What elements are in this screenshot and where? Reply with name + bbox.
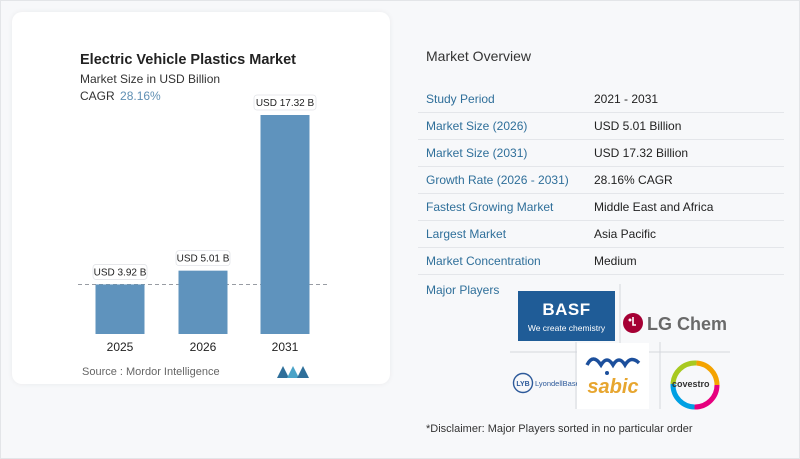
overview-value: USD 17.32 Billion <box>594 146 689 160</box>
overview-label: Market Concentration <box>426 254 541 268</box>
overview-title: Market Overview <box>426 48 532 64</box>
overview-row: Study Period 2021 - 2031 <box>418 86 784 113</box>
covestro-logo-text: covestro <box>672 379 710 389</box>
data-label: USD 5.01 B <box>177 254 230 265</box>
lg-chem-logo-text: LG Chem <box>647 314 728 334</box>
sabic-logo: sabic <box>577 343 649 409</box>
data-label: USD 17.32 B <box>256 98 315 109</box>
covestro-logo-icon <box>670 360 720 410</box>
svg-text:LYB: LYB <box>516 381 529 388</box>
overview-label: Market Size (2026) <box>426 119 528 133</box>
data-label-box <box>175 250 231 267</box>
disclaimer-text: *Disclaimer: Major Players sorted in no … <box>426 423 693 435</box>
overview-value: 28.16% CAGR <box>594 173 673 187</box>
overview-row: Fastest Growing Market Middle East and A… <box>418 194 784 221</box>
overview-row: Market Size (2031) USD 17.32 Billion <box>418 140 784 167</box>
overview-label: Study Period <box>426 92 495 106</box>
x-tick-label: 2025 <box>107 340 134 354</box>
overview-value: 2021 - 2031 <box>594 92 659 106</box>
major-players-label: Major Players <box>426 283 500 297</box>
chart-title: Electric Vehicle Plastics Market <box>80 52 297 68</box>
x-tick-label: 2026 <box>190 340 217 354</box>
chart-subtitle: Market Size in USD Billion <box>80 72 221 86</box>
cagr-label: CAGR <box>80 89 115 103</box>
overview-label: Largest Market <box>426 227 507 241</box>
overview-row: Growth Rate (2026 - 2031) 28.16% CAGR <box>418 167 784 194</box>
mordor-logo-icon <box>277 366 309 378</box>
lyondellbasell-logo-icon: LYB <box>512 372 534 394</box>
cagr-value: 28.16% <box>120 89 161 103</box>
lg-logo-icon <box>623 313 643 333</box>
bar <box>178 270 228 334</box>
data-label: USD 3.92 B <box>94 267 147 278</box>
cagr-line: CAGR 28.16% <box>80 89 161 103</box>
overview-label: Fastest Growing Market <box>426 200 554 214</box>
overview-label: Market Size (2031) <box>426 146 528 160</box>
bar-chart: USD 3.92 B 2025 USD 5.01 B 2026 USD 17.32 B 2… <box>78 94 330 354</box>
basf-logo: BASF We create chemistry <box>518 291 615 341</box>
bar <box>95 284 145 334</box>
overview-label: Growth Rate (2026 - 2031) <box>426 173 569 187</box>
overview-row: Market Size (2026) USD 5.01 Billion <box>418 113 784 140</box>
lyondellbasell-logo-text: LyondellBasell <box>535 379 584 388</box>
basf-logo-tagline: We create chemistry <box>527 323 606 333</box>
sabic-logo-text: sabic <box>587 376 638 398</box>
basf-logo-text: BASF <box>542 300 591 319</box>
overview-value: Middle East and Africa <box>594 200 714 214</box>
data-label-box <box>253 94 317 111</box>
source-text: Source : Mordor Intelligence <box>82 366 220 378</box>
overview-value: USD 5.01 Billion <box>594 119 682 133</box>
overview-row: Largest Market Asia Pacific <box>418 221 784 248</box>
overview-value: Medium <box>594 254 637 268</box>
sabic-logo-mark: sabic <box>585 357 641 398</box>
x-tick-label: 2031 <box>272 340 299 354</box>
data-label-box <box>92 264 148 280</box>
bar <box>260 115 310 334</box>
overview-row: Market Concentration Medium <box>418 248 784 275</box>
overview-value: Asia Pacific <box>594 227 657 241</box>
